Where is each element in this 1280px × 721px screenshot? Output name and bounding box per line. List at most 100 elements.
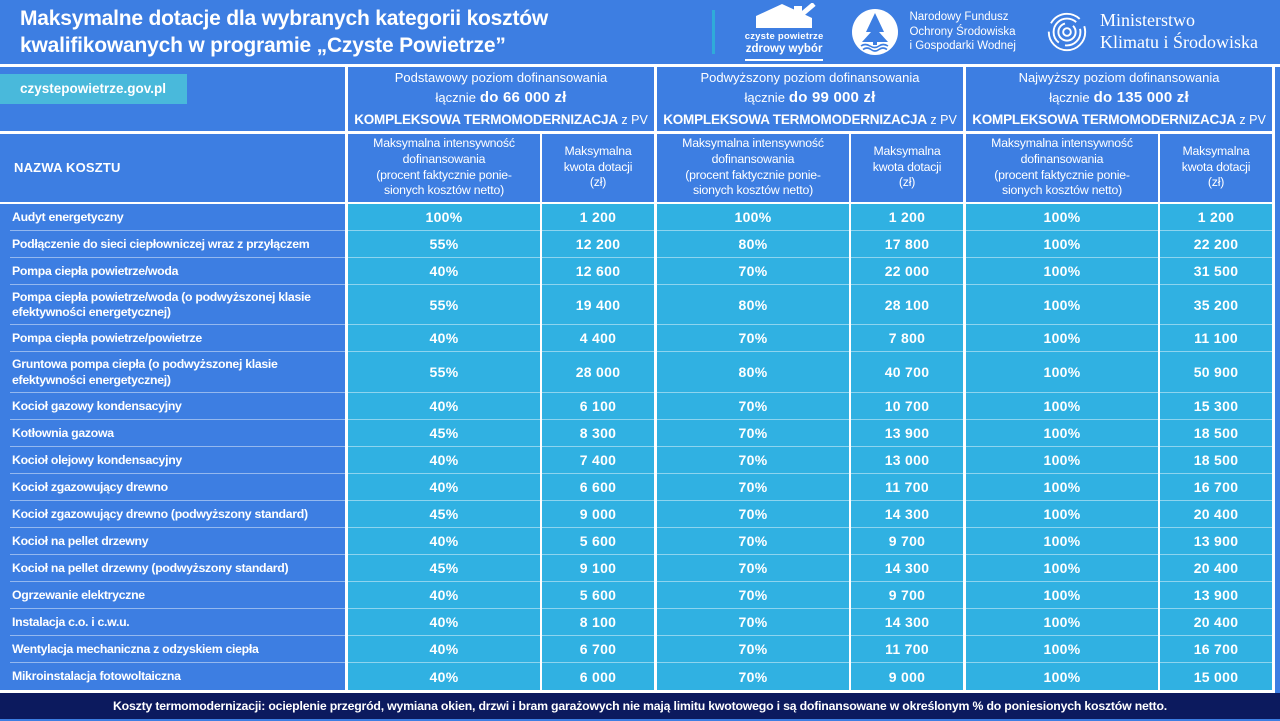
percent-cell: 100% (966, 555, 1158, 582)
percent-cell: 55% (348, 352, 540, 393)
amount-cell: 8 300 (542, 420, 654, 447)
amount-header-increased: Maksymalna kwota dotacji (zł) (851, 133, 963, 202)
cp-logo-line1: czyste powietrze (744, 30, 824, 42)
cost-name-cell: Kocioł olejowy kondensacyjny (0, 447, 345, 474)
amount-cell: 6 100 (542, 393, 654, 420)
title-line-2: kwalifikowanych w programie „Czyste Powi… (20, 34, 506, 57)
divider-under-header (0, 64, 1280, 67)
funding-level-increased: Podwyższony poziom dofinansowania łączni… (657, 66, 963, 131)
amount-cell: 5 600 (542, 528, 654, 555)
page-title: Maksymalne dotacje dla wybranych kategor… (0, 5, 548, 60)
funding-level-band: czystepowietrze.gov.pl Podstawowy poziom… (0, 66, 1275, 131)
amount-cell: 22 200 (1160, 231, 1272, 258)
percent-cell: 40% (348, 474, 540, 501)
fingerprint-rings-icon (1047, 12, 1087, 52)
percent-cell: 100% (966, 231, 1158, 258)
level-note-bold: KOMPLEKSOWA TERMOMODERNIZACJA (663, 111, 927, 127)
nfosigw-text: Narodowy Fundusz Ochrony Środowiska i Go… (909, 10, 1016, 55)
level-note-suffix: z PV (926, 112, 957, 127)
amount-cell: 14 300 (851, 555, 963, 582)
percent-cell: 70% (657, 663, 849, 690)
website-link[interactable]: czystepowietrze.gov.pl (0, 73, 187, 104)
percent-cell: 70% (657, 325, 849, 352)
amount-cell: 14 300 (851, 609, 963, 636)
amount-cell: 9 000 (542, 501, 654, 528)
percent-cell: 45% (348, 501, 540, 528)
table-body: Audyt energetyczny 100% 1 200 100% 1 200 100%… (0, 204, 1275, 690)
amount-cell: 18 500 (1160, 447, 1272, 474)
percent-cell: 40% (348, 393, 540, 420)
level-amount: łącznie do 99 000 zł (744, 87, 875, 110)
percent-cell: 70% (657, 582, 849, 609)
band-left-area: czystepowietrze.gov.pl (0, 66, 345, 131)
amount-cell: 9 700 (851, 582, 963, 609)
amount-cell: 13 900 (1160, 582, 1272, 609)
percent-cell: 40% (348, 325, 540, 352)
percent-cell: 100% (966, 474, 1158, 501)
percent-cell: 80% (657, 352, 849, 393)
amount-cell: 28 100 (851, 285, 963, 325)
amount-cell: 7 400 (542, 447, 654, 474)
level-note-suffix: z PV (1235, 112, 1266, 127)
percent-cell: 100% (657, 204, 849, 231)
funding-level-highest: Najwyższy poziom dofinansowania łącznie d… (966, 66, 1272, 131)
amount-cell: 14 300 (851, 501, 963, 528)
amount-cell: 12 600 (542, 258, 654, 285)
percent-cell: 100% (966, 204, 1158, 231)
amount-cell: 6 600 (542, 474, 654, 501)
percent-cell: 100% (966, 636, 1158, 663)
amount-cell: 11 100 (1160, 325, 1272, 352)
divider-under-column-headers (0, 201, 1275, 204)
level-amount-prefix: łącznie (435, 90, 476, 106)
ministry-logo: Ministerstwo Klimatu i Środowiska (1044, 9, 1258, 55)
amount-cell: 6 000 (542, 663, 654, 690)
column-header-row: NAZWA KOSZTU Maksymalna intensywność dof… (0, 133, 1275, 202)
house-check-icon (756, 2, 816, 28)
percent-cell: 40% (348, 663, 540, 690)
amount-cell: 11 700 (851, 474, 963, 501)
ministry-text: Ministerstwo Klimatu i Środowiska (1100, 10, 1258, 53)
amount-cell: 1 200 (851, 204, 963, 231)
percent-cell: 100% (966, 393, 1158, 420)
cp-logo-underline (745, 58, 824, 62)
footer-note-bar: Koszty termomodernizacji: ocieplenie prz… (0, 692, 1280, 719)
percent-cell: 70% (657, 528, 849, 555)
level-note: KOMPLEKSOWA TERMOMODERNIZACJA z PV (972, 110, 1266, 130)
percent-cell: 100% (966, 609, 1158, 636)
amount-cell: 22 000 (851, 258, 963, 285)
amount-cell: 20 400 (1160, 555, 1272, 582)
percent-cell: 70% (657, 501, 849, 528)
percent-cell: 40% (348, 636, 540, 663)
amount-cell: 28 000 (542, 352, 654, 393)
divider-under-band (0, 131, 1275, 134)
amount-cell: 6 700 (542, 636, 654, 663)
amount-cell: 20 400 (1160, 609, 1272, 636)
nfosigw-line3: i Gospodarki Wodnej (909, 40, 1016, 53)
level-amount-prefix: łącznie (744, 90, 785, 106)
percent-cell: 70% (657, 447, 849, 474)
percent-cell: 45% (348, 555, 540, 582)
amount-cell: 4 400 (542, 325, 654, 352)
intensity-header-increased: Maksymalna intensywność dofinansowania (… (657, 133, 849, 202)
tree-emblem-icon (852, 9, 899, 55)
amount-cell: 50 900 (1160, 352, 1272, 393)
percent-cell: 100% (966, 447, 1158, 474)
amount-cell: 15 000 (1160, 663, 1272, 690)
percent-cell: 55% (348, 231, 540, 258)
percent-cell: 45% (348, 420, 540, 447)
level-amount-value: do 99 000 zł (788, 89, 876, 107)
czyste-powietrze-logo: czyste powietrze zdrowy wybór (744, 2, 824, 62)
amount-cell: 8 100 (542, 609, 654, 636)
cp-logo-line2: zdrowy wybór (745, 42, 823, 55)
percent-cell: 70% (657, 474, 849, 501)
funding-level-basic: Podstawowy poziom dofinansowania łącznie… (348, 66, 654, 131)
nfosigw-line1: Narodowy Fundusz (909, 10, 1009, 23)
divider-above-footer (0, 690, 1275, 693)
level-note-bold: KOMPLEKSOWA TERMOMODERNIZACJA (972, 111, 1236, 127)
cost-name-cell: Audyt energetyczny (0, 204, 345, 231)
title-line-1: Maksymalne dotacje dla wybranych kategor… (20, 6, 549, 30)
nfosigw-line2: Ochrony Środowiska (909, 25, 1016, 38)
amount-cell: 15 300 (1160, 393, 1272, 420)
cost-name-cell: Pompa ciepła powietrze/powietrze (0, 325, 345, 352)
